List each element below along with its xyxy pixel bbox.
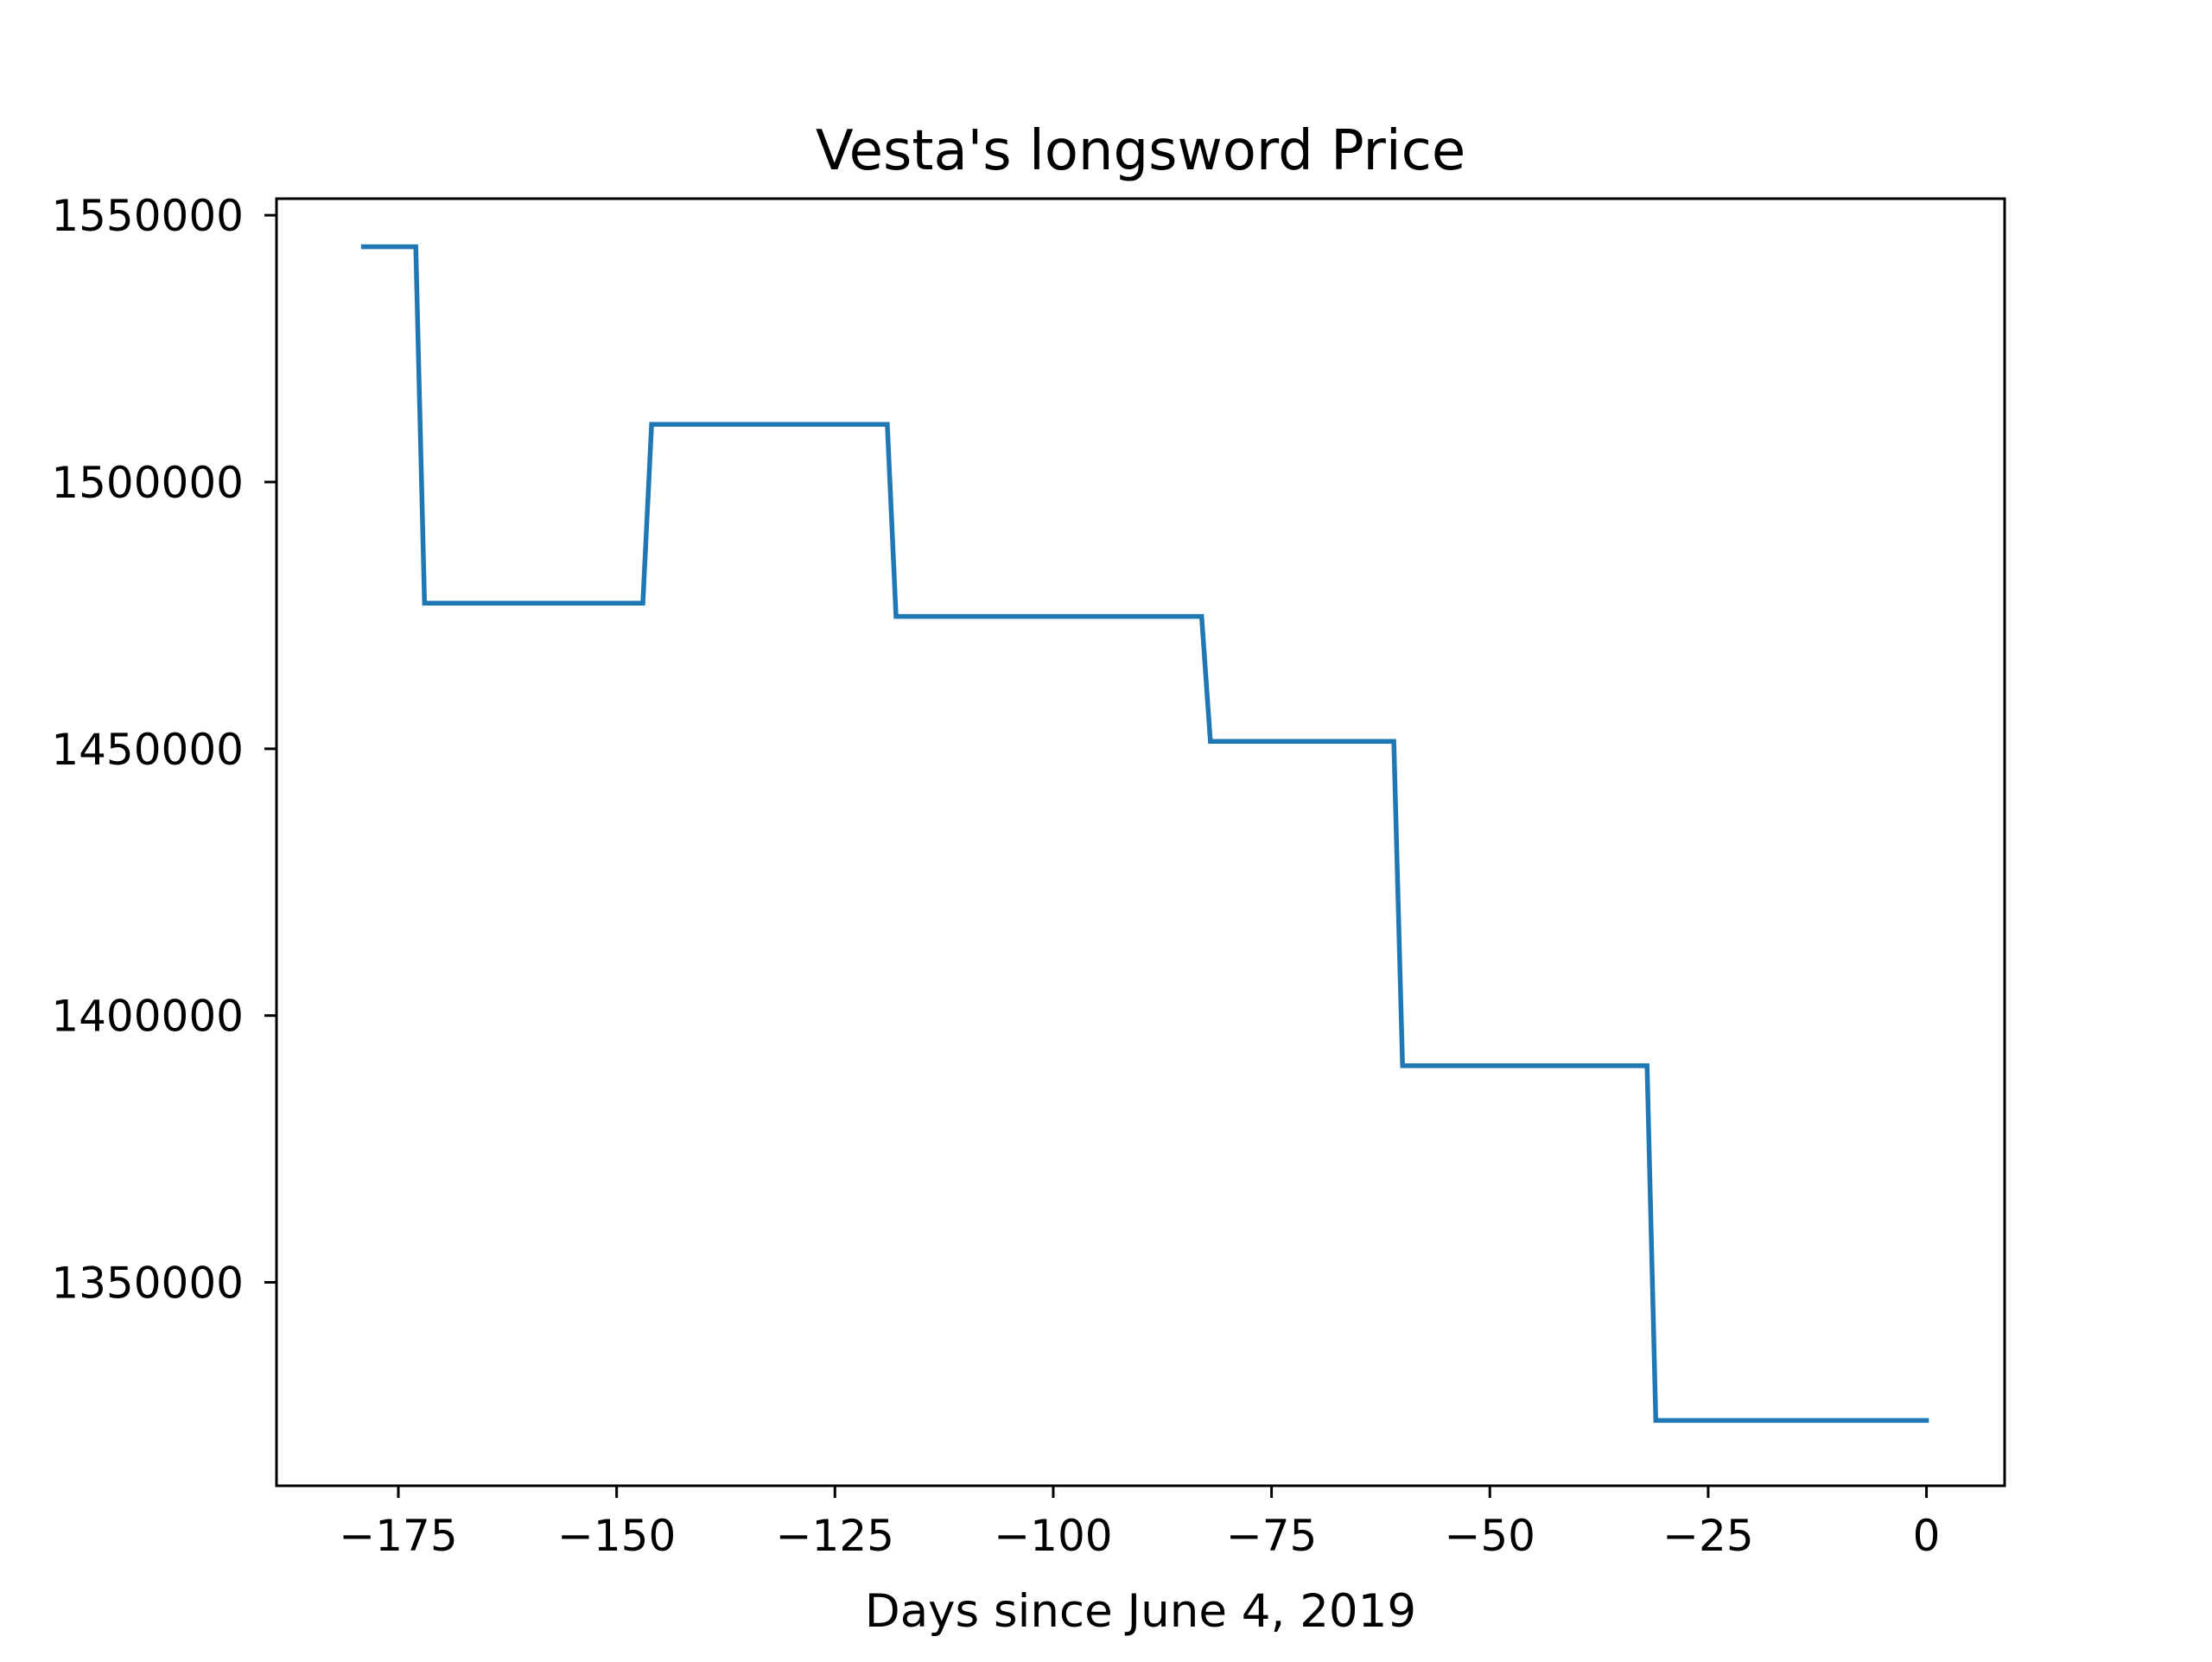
y-tick-label-0: 1350000 [51,1258,244,1308]
x-tick-label-3: −100 [994,1511,1112,1561]
x-tick-label-4: −75 [1226,1511,1318,1561]
x-tick-label-5: −50 [1444,1511,1535,1561]
plot-frame [275,197,2006,1488]
x-tick-label-6: −25 [1662,1511,1754,1561]
series-line-0 [360,244,1929,1424]
x-tick-label-0: −175 [339,1511,457,1561]
y-tick-label-2: 1450000 [51,725,244,775]
y-axis: 1350000 1400000 1450000 1500000 1550000 [51,191,276,1308]
series-layer [360,244,1929,1424]
x-tick-label-2: −125 [776,1511,894,1561]
x-tick-label-7: 0 [1913,1511,1941,1561]
chart-title: Vesta's longsword Price [816,119,1465,183]
y-tick-label-3: 1500000 [51,458,244,508]
x-axis-label: Days since June 4, 2019 [865,1585,1416,1638]
y-tick-label-4: 1550000 [51,191,244,241]
y-tick-label-1: 1400000 [51,992,244,1042]
x-axis: −175 −150 −125 −100 −75 −50 −25 0 [339,1486,1940,1561]
x-tick-label-1: −150 [557,1511,676,1561]
